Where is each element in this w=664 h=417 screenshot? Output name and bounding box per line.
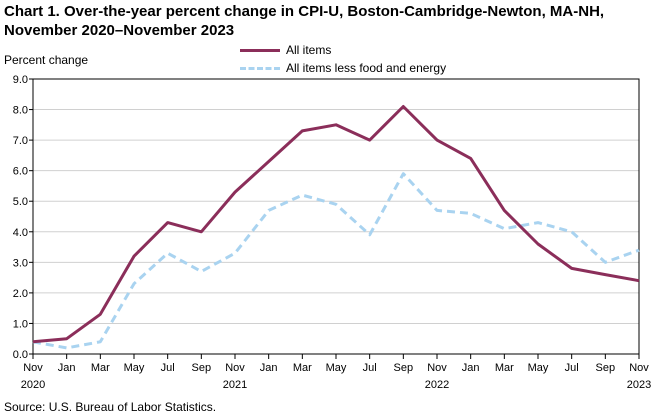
x-tick-label: Jan (462, 362, 480, 374)
legend-label: All items (286, 43, 332, 57)
x-tick-label: Nov (23, 362, 43, 374)
series-line-all-items (32, 105, 640, 344)
x-tick-year-label: 2021 (223, 379, 247, 391)
x-tick-label: Sep (596, 362, 616, 374)
chart-title-line-2: November 2020–November 2023 (4, 22, 235, 39)
x-tick-label: Mar (91, 362, 110, 374)
y-tick-label: 8.0 (13, 105, 28, 117)
legend-item-core: All items less food and energy (240, 59, 446, 77)
x-tick-label: Jul (363, 362, 377, 374)
plot-frame (32, 78, 640, 355)
x-tick-year-label: 2020 (21, 379, 45, 391)
series-line-core (32, 172, 640, 350)
x-tick-label: Jan (260, 362, 278, 374)
y-axis-label: Percent change (4, 53, 89, 67)
chart-title: Chart 1. Over-the-year percent change in… (4, 2, 660, 40)
legend-swatch-dashed (240, 66, 280, 70)
x-tick-label: May (528, 362, 549, 374)
x-tick-label: Nov (629, 362, 649, 374)
x-tick-label: Mar (293, 362, 312, 374)
y-tick-label: 4.0 (13, 227, 28, 239)
x-tick-label: May (124, 362, 145, 374)
legend: All items All items less food and energy (240, 41, 446, 77)
x-tick-label: Nov (225, 362, 245, 374)
y-tick-label: 1.0 (13, 318, 28, 330)
y-tick-label: 5.0 (13, 196, 28, 208)
x-tick-label: Nov (427, 362, 447, 374)
x-tick-year-label: 2022 (425, 379, 449, 391)
x-tick-label: Jul (565, 362, 579, 374)
x-tick-label: Sep (192, 362, 212, 374)
legend-label: All items less food and energy (286, 61, 447, 75)
y-tick-label: 7.0 (13, 135, 28, 147)
x-tick-year-label: 2023 (627, 379, 651, 391)
y-tick-label: 6.0 (13, 166, 28, 178)
x-tick-label: Mar (495, 362, 514, 374)
legend-item-all-items: All items (240, 41, 446, 59)
legend-swatch-solid (240, 48, 280, 52)
x-tick-label: Sep (394, 362, 414, 374)
chart-title-line-1: Chart 1. Over-the-year percent change in… (4, 3, 605, 20)
y-tick-label: 9.0 (13, 74, 28, 86)
source-note: Source: U.S. Bureau of Labor Statistics. (4, 400, 217, 414)
y-tick-label: 0.0 (13, 349, 28, 361)
x-tick-label: Jan (58, 362, 76, 374)
y-tick-label: 3.0 (13, 257, 28, 269)
y-tick-label: 2.0 (13, 288, 28, 300)
x-tick-label: Jul (161, 362, 175, 374)
x-tick-label: May (326, 362, 347, 374)
